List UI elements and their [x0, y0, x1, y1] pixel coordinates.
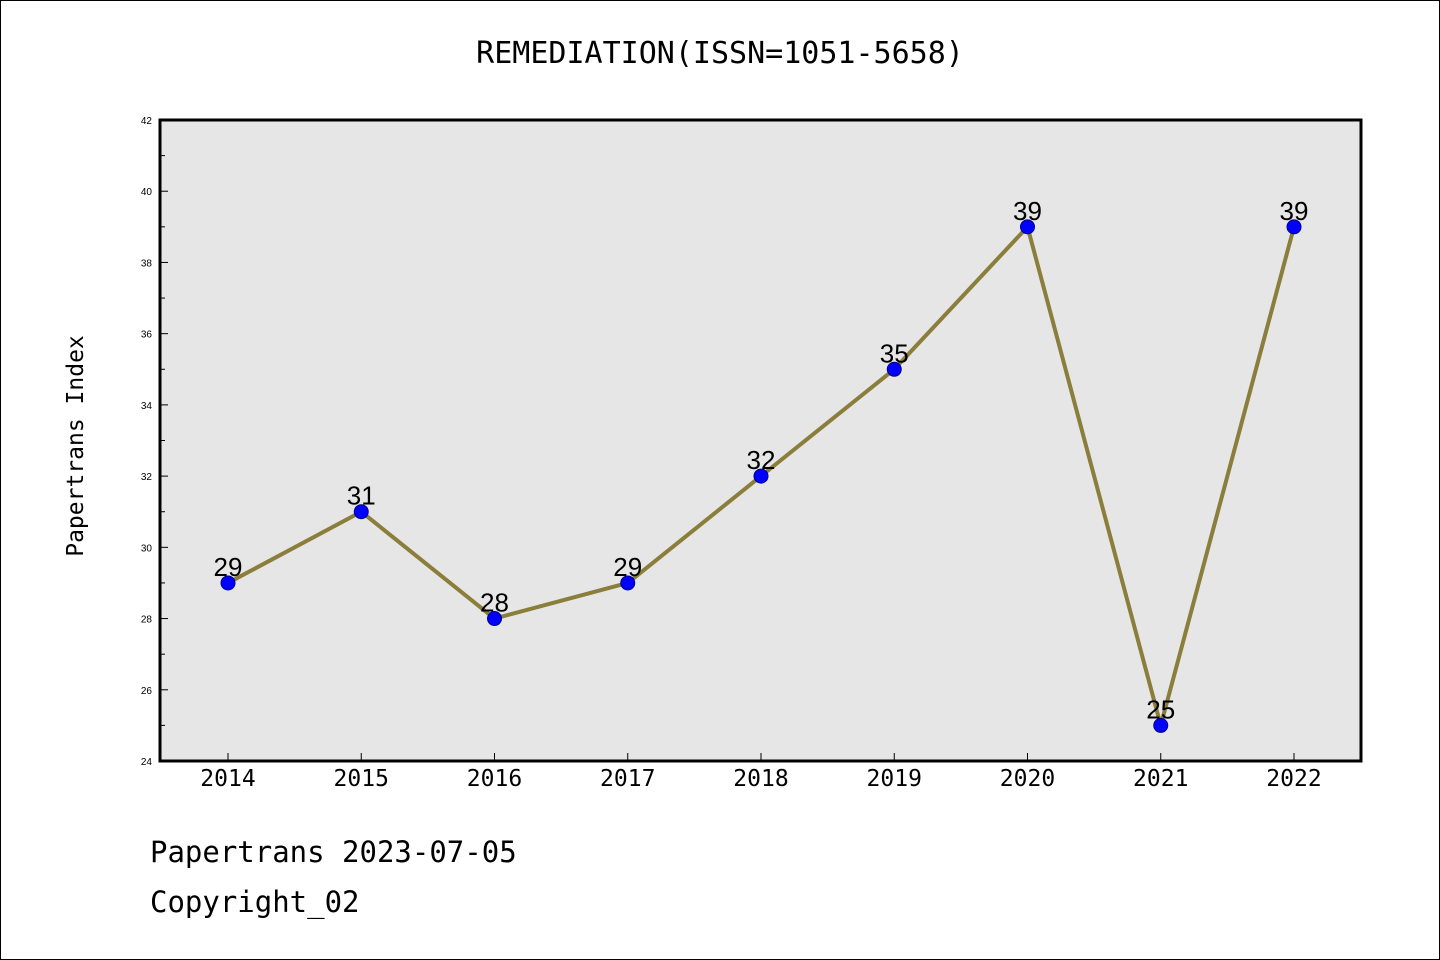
x-tick-label: 2014 [200, 766, 255, 792]
y-tick-label: 24 [141, 757, 153, 768]
data-label: 32 [747, 445, 776, 475]
data-point [886, 361, 902, 377]
y-axis: 24 26 28 30 32 34 36 38 40 42 [141, 116, 168, 768]
data-label: 29 [613, 552, 642, 582]
data-point [1286, 219, 1302, 235]
data-point [620, 575, 636, 591]
y-tick-label: 32 [141, 472, 153, 483]
data-point [353, 504, 369, 520]
data-label: 25 [1146, 694, 1175, 724]
data-point [1020, 219, 1035, 235]
footer-copyright: Copyright_02 [150, 885, 360, 919]
y-tick-label: 30 [141, 543, 153, 554]
x-tick-label: 2019 [867, 766, 922, 792]
data-label: 28 [480, 588, 509, 618]
data-point [487, 611, 502, 627]
plot-area [158, 118, 1363, 763]
footer-source: Papertrans 2023-07-05 [150, 835, 517, 869]
x-tick-label: 2017 [600, 766, 655, 792]
chart-title: REMEDIATION(ISSN=1051-5658) [476, 36, 964, 71]
y-tick-label: 36 [141, 330, 153, 341]
y-tick-label: 42 [141, 116, 153, 127]
x-tick-label: 2022 [1266, 766, 1321, 792]
y-tick-label: 26 [141, 686, 153, 697]
data-label: 29 [214, 552, 243, 582]
y-tick-label: 28 [141, 615, 153, 626]
y-tick-label: 34 [141, 401, 153, 412]
x-axis: 2014 2015 2016 2017 2018 2019 2020 2021 2022 [200, 753, 1322, 792]
x-tick-label: 2015 [334, 766, 389, 792]
series-layer: 29 31 28 29 32 35 39 25 39 [214, 196, 1309, 733]
data-label: 39 [1280, 196, 1309, 226]
x-tick-label: 2021 [1133, 766, 1188, 792]
y-tick-label: 40 [141, 187, 153, 198]
x-tick-label: 2020 [1000, 766, 1055, 792]
data-label: 31 [347, 481, 376, 511]
y-tick-label: 38 [141, 258, 153, 269]
data-point [220, 575, 236, 591]
data-label: 35 [880, 338, 909, 368]
data-point [753, 468, 769, 484]
data-point [1153, 717, 1169, 733]
data-label: 39 [1013, 196, 1042, 226]
x-tick-label: 2018 [733, 766, 788, 792]
x-tick-label: 2016 [467, 766, 522, 792]
